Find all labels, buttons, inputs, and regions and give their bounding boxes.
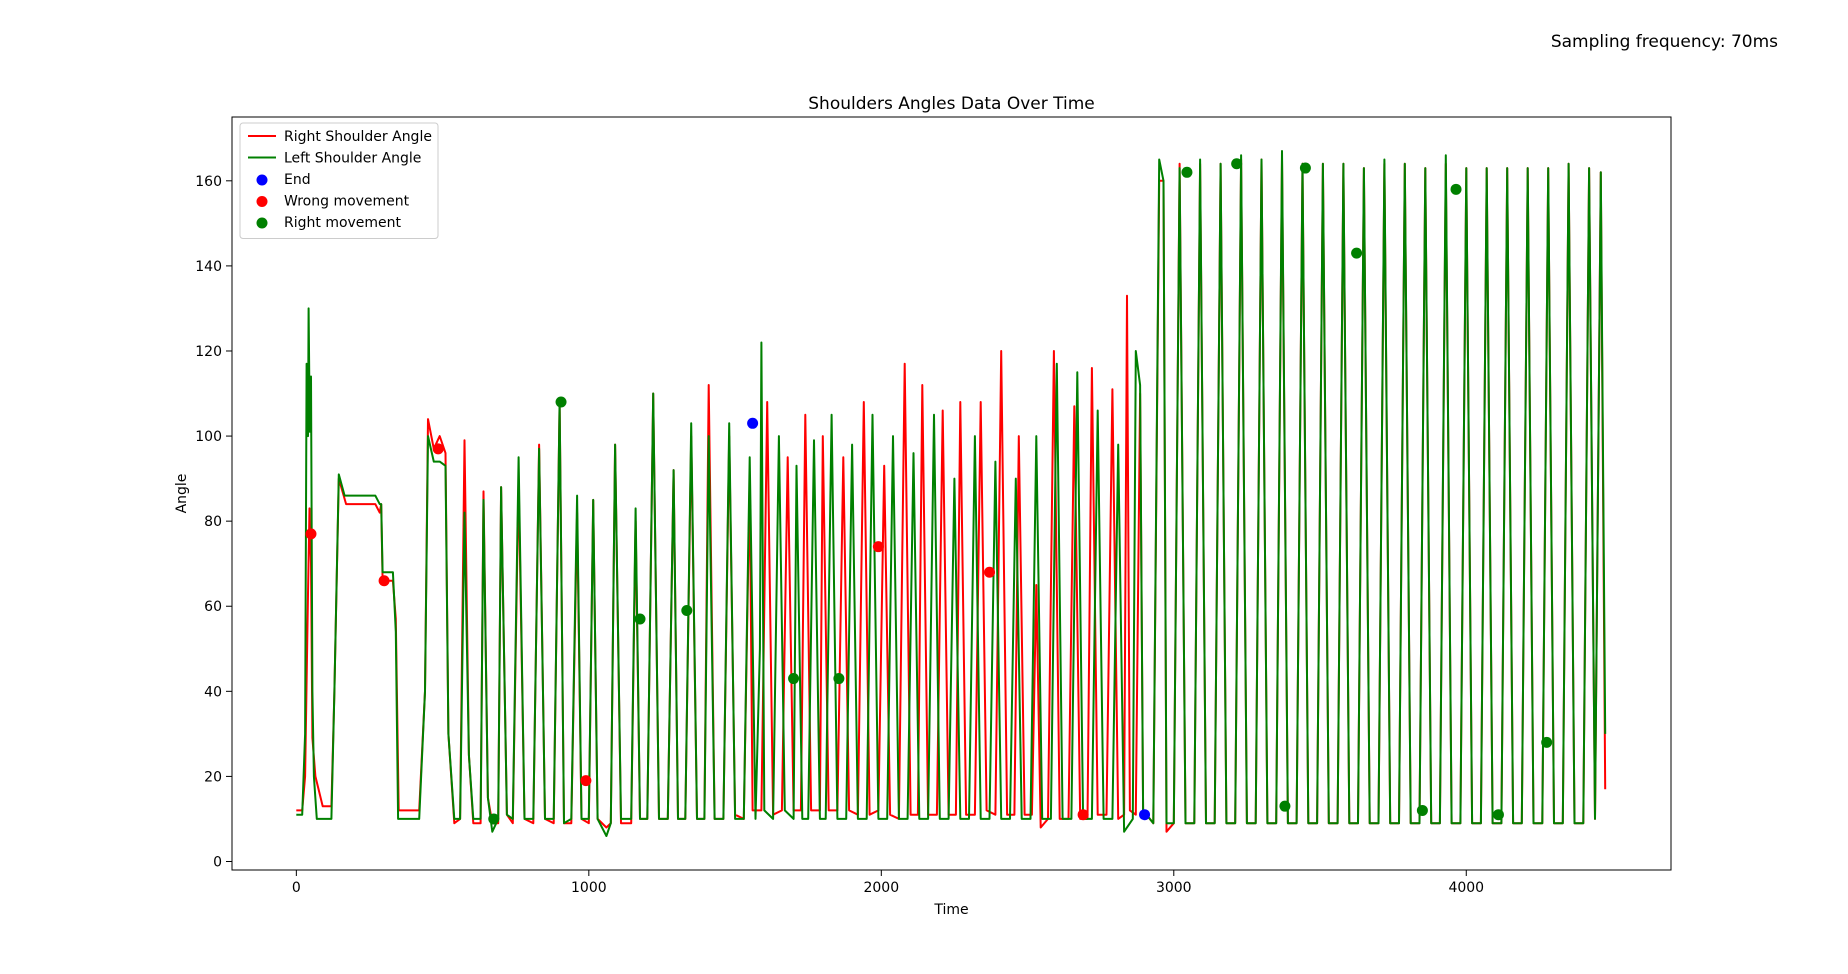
marker-point [305, 528, 317, 540]
legend-dot-swatch [256, 196, 268, 207]
legend-label: End [284, 172, 311, 188]
y-tick-label: 0 [213, 854, 222, 870]
x-tick-label: 4000 [1448, 880, 1484, 896]
marker-point [1416, 804, 1428, 816]
marker-point [1351, 247, 1363, 259]
x-tick-label: 0 [292, 880, 301, 896]
marker-point [432, 443, 444, 455]
marker-point [788, 673, 800, 685]
marker-point [681, 604, 693, 616]
y-tick-label: 140 [195, 259, 222, 275]
legend-dot-swatch [256, 217, 268, 229]
marker-point [872, 541, 884, 553]
y-tick-label: 160 [195, 174, 222, 190]
marker-point [1541, 736, 1553, 748]
chart-title: Shoulders Angles Data Over Time [808, 94, 1095, 114]
legend-label: Wrong movement [284, 194, 410, 210]
y-axis-label: Angle [174, 474, 190, 514]
marker-point [1077, 809, 1089, 821]
y-tick-label: 100 [195, 429, 222, 445]
marker-point [488, 813, 500, 825]
x-axis-label: Time [933, 902, 968, 918]
marker-point [1279, 800, 1291, 812]
marker-point [833, 673, 845, 685]
x-tick-label: 1000 [571, 880, 607, 896]
y-tick-label: 20 [204, 769, 222, 785]
x-tick-label: 3000 [1156, 880, 1192, 896]
legend-dot-swatch [256, 174, 268, 186]
marker-point [555, 396, 567, 408]
marker-point [378, 575, 390, 587]
plot-area [231, 116, 1672, 871]
marker-point [1139, 809, 1151, 821]
marker-point [1299, 162, 1311, 174]
sampling-frequency-note: Sampling frequency: 70ms [1550, 32, 1778, 52]
marker-point [580, 775, 592, 787]
marker-point [1450, 183, 1462, 195]
y-tick-label: 60 [204, 599, 222, 615]
legend-box [239, 122, 439, 239]
legend-label: Right Shoulder Angle [284, 129, 432, 145]
marker-point [634, 613, 646, 625]
y-tick-label: 80 [204, 514, 222, 530]
legend-label: Right movement [284, 215, 402, 231]
legend-label: Left Shoulder Angle [284, 151, 421, 167]
marker-point [747, 417, 759, 429]
y-tick-label: 40 [204, 684, 222, 700]
y-tick-label: 120 [195, 344, 222, 360]
marker-point [984, 566, 996, 578]
marker-point [1492, 809, 1504, 821]
series-line [296, 150, 1607, 837]
marker-point [1181, 166, 1193, 178]
x-tick-label: 2000 [863, 880, 899, 896]
marker-point [1231, 158, 1243, 170]
legend: Right Shoulder Angle Left Shoulder Angle E… [239, 122, 439, 239]
